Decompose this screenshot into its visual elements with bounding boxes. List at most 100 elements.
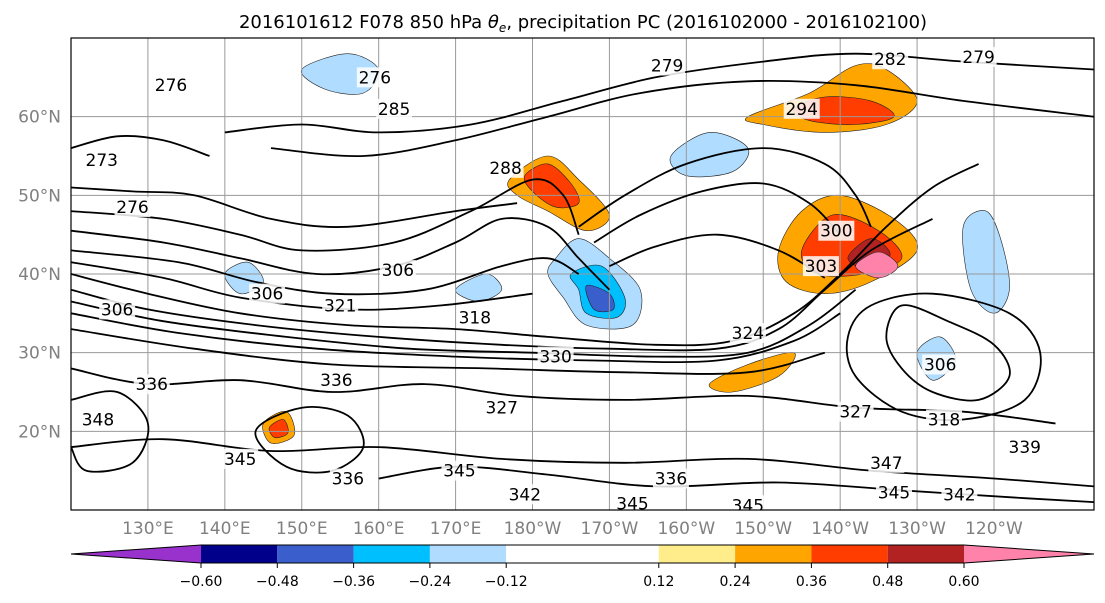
colorbar-segment-2 — [353, 545, 430, 563]
contour-label-bg-10 — [818, 220, 855, 241]
contour-label-bg-20 — [133, 374, 170, 395]
shaded-region-12 — [669, 132, 750, 178]
contour-line-345-22 — [378, 465, 1094, 503]
contour-line-276-1 — [71, 186, 518, 228]
contour-label-26: 345 — [224, 450, 256, 470]
colorbar-tick-label-1: −0.48 — [256, 574, 299, 590]
contour-label-15: 306 — [101, 300, 133, 320]
contour-line-312-19 — [845, 292, 1042, 422]
map-frame — [70, 37, 1095, 511]
contour-label-23: 327 — [839, 403, 871, 423]
colorbar-segment-0 — [201, 545, 278, 563]
x-tick-label-7: 160°W — [657, 519, 715, 539]
contour-label-0: 273 — [86, 151, 118, 171]
contour-label-bg-35 — [1006, 437, 1043, 458]
x-tick-label-4: 170°E — [430, 519, 482, 539]
contour-label-bg-3 — [356, 67, 393, 88]
contour-label-31: 345 — [732, 496, 764, 516]
contour-labels: 273 276 276 276 285 288 279 282 279 294 300 303 306 3… — [79, 46, 1043, 516]
colorbar-tick-label-5: 0.12 — [643, 574, 674, 590]
shaded-region-18 — [455, 273, 503, 302]
contour-label-8: 279 — [962, 48, 994, 68]
contour-label-bg-2 — [152, 75, 189, 96]
colorbar-segment-5 — [658, 545, 736, 563]
x-tick-label-1: 140°E — [199, 519, 251, 539]
contour-label-bg-17 — [537, 346, 574, 367]
contour-label-4: 285 — [378, 100, 410, 120]
contour-label-12: 306 — [382, 261, 414, 281]
x-tick-label-9: 140°W — [811, 519, 869, 539]
contour-label-34: 342 — [943, 485, 975, 505]
contour-line-336-11 — [71, 367, 1056, 425]
contour-label-10: 300 — [820, 222, 852, 242]
contour-label-bg-29 — [506, 484, 543, 505]
colorbar-extend-low — [71, 545, 201, 563]
shaded-region-17 — [268, 419, 289, 439]
colorbar-extend-high — [964, 545, 1094, 563]
contour-line-273-0 — [71, 135, 210, 157]
contour-label-bg-14 — [322, 295, 359, 316]
contour-label-29: 342 — [509, 485, 541, 505]
contour-label-bg-26 — [222, 448, 259, 469]
contour-label-11: 303 — [805, 257, 837, 277]
x-tick-label-11: 120°W — [965, 519, 1023, 539]
x-tick-label-10: 130°W — [888, 519, 946, 539]
theta-e-contours — [71, 52, 1094, 503]
colorbar-tick-label-8: 0.48 — [872, 574, 903, 590]
colorbar-segment-4 — [506, 545, 659, 563]
contour-label-bg-11 — [802, 256, 839, 277]
contour-label-bg-4 — [376, 98, 413, 119]
contour-label-33: 345 — [878, 484, 910, 504]
contour-label-bg-32 — [868, 452, 905, 473]
contour-label-bg-34 — [941, 484, 978, 505]
x-tick-label-5: 180°W — [504, 519, 562, 539]
y-tick-label-3: 50°N — [18, 186, 61, 206]
contour-label-3: 276 — [359, 68, 391, 88]
contour-line-288-15 — [578, 147, 872, 228]
contour-line-291-16 — [593, 182, 841, 244]
contour-label-7: 282 — [874, 50, 906, 70]
contour-label-bg-5 — [487, 157, 524, 178]
contour-label-bg-28 — [441, 460, 478, 481]
y-tick-label-1: 30°N — [18, 344, 61, 364]
contour-line-303-5 — [71, 261, 533, 311]
contour-line-324-9 — [71, 312, 841, 364]
contour-label-24: 327 — [486, 399, 518, 419]
map-plot-area: 273 276 276 276 285 288 279 282 279 294 300 303 306 3… — [71, 38, 1094, 516]
colorbar-segment-6 — [735, 545, 812, 563]
contour-label-bg-16 — [456, 307, 493, 328]
colorbar-tick-label-7: 0.36 — [796, 574, 827, 590]
contour-label-22: 318 — [928, 411, 960, 431]
contour-label-1: 276 — [116, 198, 148, 218]
contour-line-306-18 — [885, 304, 1011, 402]
x-tick-label-3: 160°E — [353, 519, 405, 539]
y-tick-label-2: 40°N — [18, 265, 61, 285]
colorbar-segment-1 — [277, 545, 354, 563]
x-tick-label-0: 130°E — [122, 519, 174, 539]
colorbar-tick-label-3: −0.24 — [408, 574, 451, 590]
contour-line-279-13 — [224, 52, 1094, 134]
colorbar-tick-label-0: −0.60 — [180, 574, 223, 590]
contour-label-bg-19 — [922, 354, 959, 375]
contour-label-5: 288 — [489, 159, 521, 179]
contour-label-bg-12 — [379, 260, 416, 281]
x-tick-label-6: 170°W — [581, 519, 639, 539]
contour-label-bg-30 — [614, 493, 651, 510]
contour-line-285-2 — [71, 178, 580, 252]
contour-label-27: 336 — [332, 470, 364, 490]
contour-label-bg-24 — [483, 397, 520, 418]
contour-line-300-4 — [71, 249, 580, 296]
contour-label-bg-9 — [783, 98, 820, 119]
contour-label-bg-33 — [876, 482, 913, 503]
contour-label-bg-15 — [99, 299, 136, 320]
contour-label-21: 336 — [320, 371, 352, 391]
contour-line-330-10 — [71, 328, 826, 375]
contour-label-bg-13 — [249, 283, 286, 304]
chart-title: 2016101612 F078 850 hPa θe, precipitatio… — [239, 12, 927, 35]
colorbar-tick-label-2: −0.36 — [332, 574, 375, 590]
contour-label-30: 345 — [616, 495, 648, 515]
shaded-region-13 — [962, 210, 1010, 314]
contour-label-bg-31 — [729, 495, 766, 510]
contour-label-9: 294 — [785, 100, 817, 120]
contour-label-bg-7 — [872, 49, 909, 70]
